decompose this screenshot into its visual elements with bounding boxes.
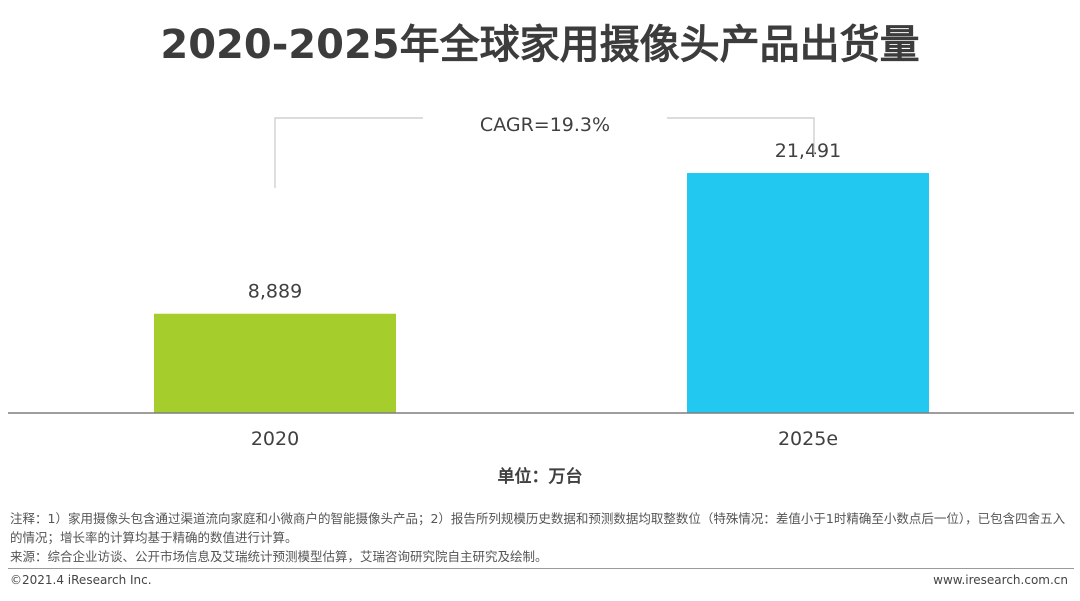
bar-2020 [154, 313, 396, 413]
data-label-2025e: 21,491 [775, 140, 841, 162]
data-label-2020: 8,889 [248, 281, 302, 303]
note-text: 注释：1）家用摄像头包含通过渠道流向家庭和小微商户的智能摄像头产品；2）报告所列… [10, 511, 1066, 545]
unit-label: 单位：万台 [497, 467, 583, 487]
x-tick-label-2020: 2020 [251, 428, 299, 450]
chart-title: 2020-2025年全球家用摄像头产品出货量 [160, 22, 920, 68]
cagr-bracket-right [667, 117, 815, 155]
footer-divider [8, 568, 1074, 569]
notes-block: 注释：1）家用摄像头包含通过渠道流向家庭和小微商户的智能摄像头产品；2）报告所列… [10, 509, 1072, 566]
cagr-bracket-left [274, 117, 423, 188]
cagr-annotation: CAGR=19.3% [480, 114, 610, 136]
bar-2025e [687, 173, 929, 413]
bars-layer [154, 173, 929, 413]
source-text: 来源：综合企业访谈、公开市场信息及艾瑞统计预测模型估算，艾瑞咨询研究院自主研究及… [10, 549, 548, 564]
x-tick-label-2025e: 2025e [778, 428, 838, 450]
copyright-text: ©2021.4 iResearch Inc. [10, 573, 152, 587]
cagr-bracket [274, 117, 815, 188]
website-link[interactable]: www.iresearch.com.cn [933, 573, 1068, 587]
labels-layer: 8,889 2020 21,491 2025e [248, 140, 841, 450]
